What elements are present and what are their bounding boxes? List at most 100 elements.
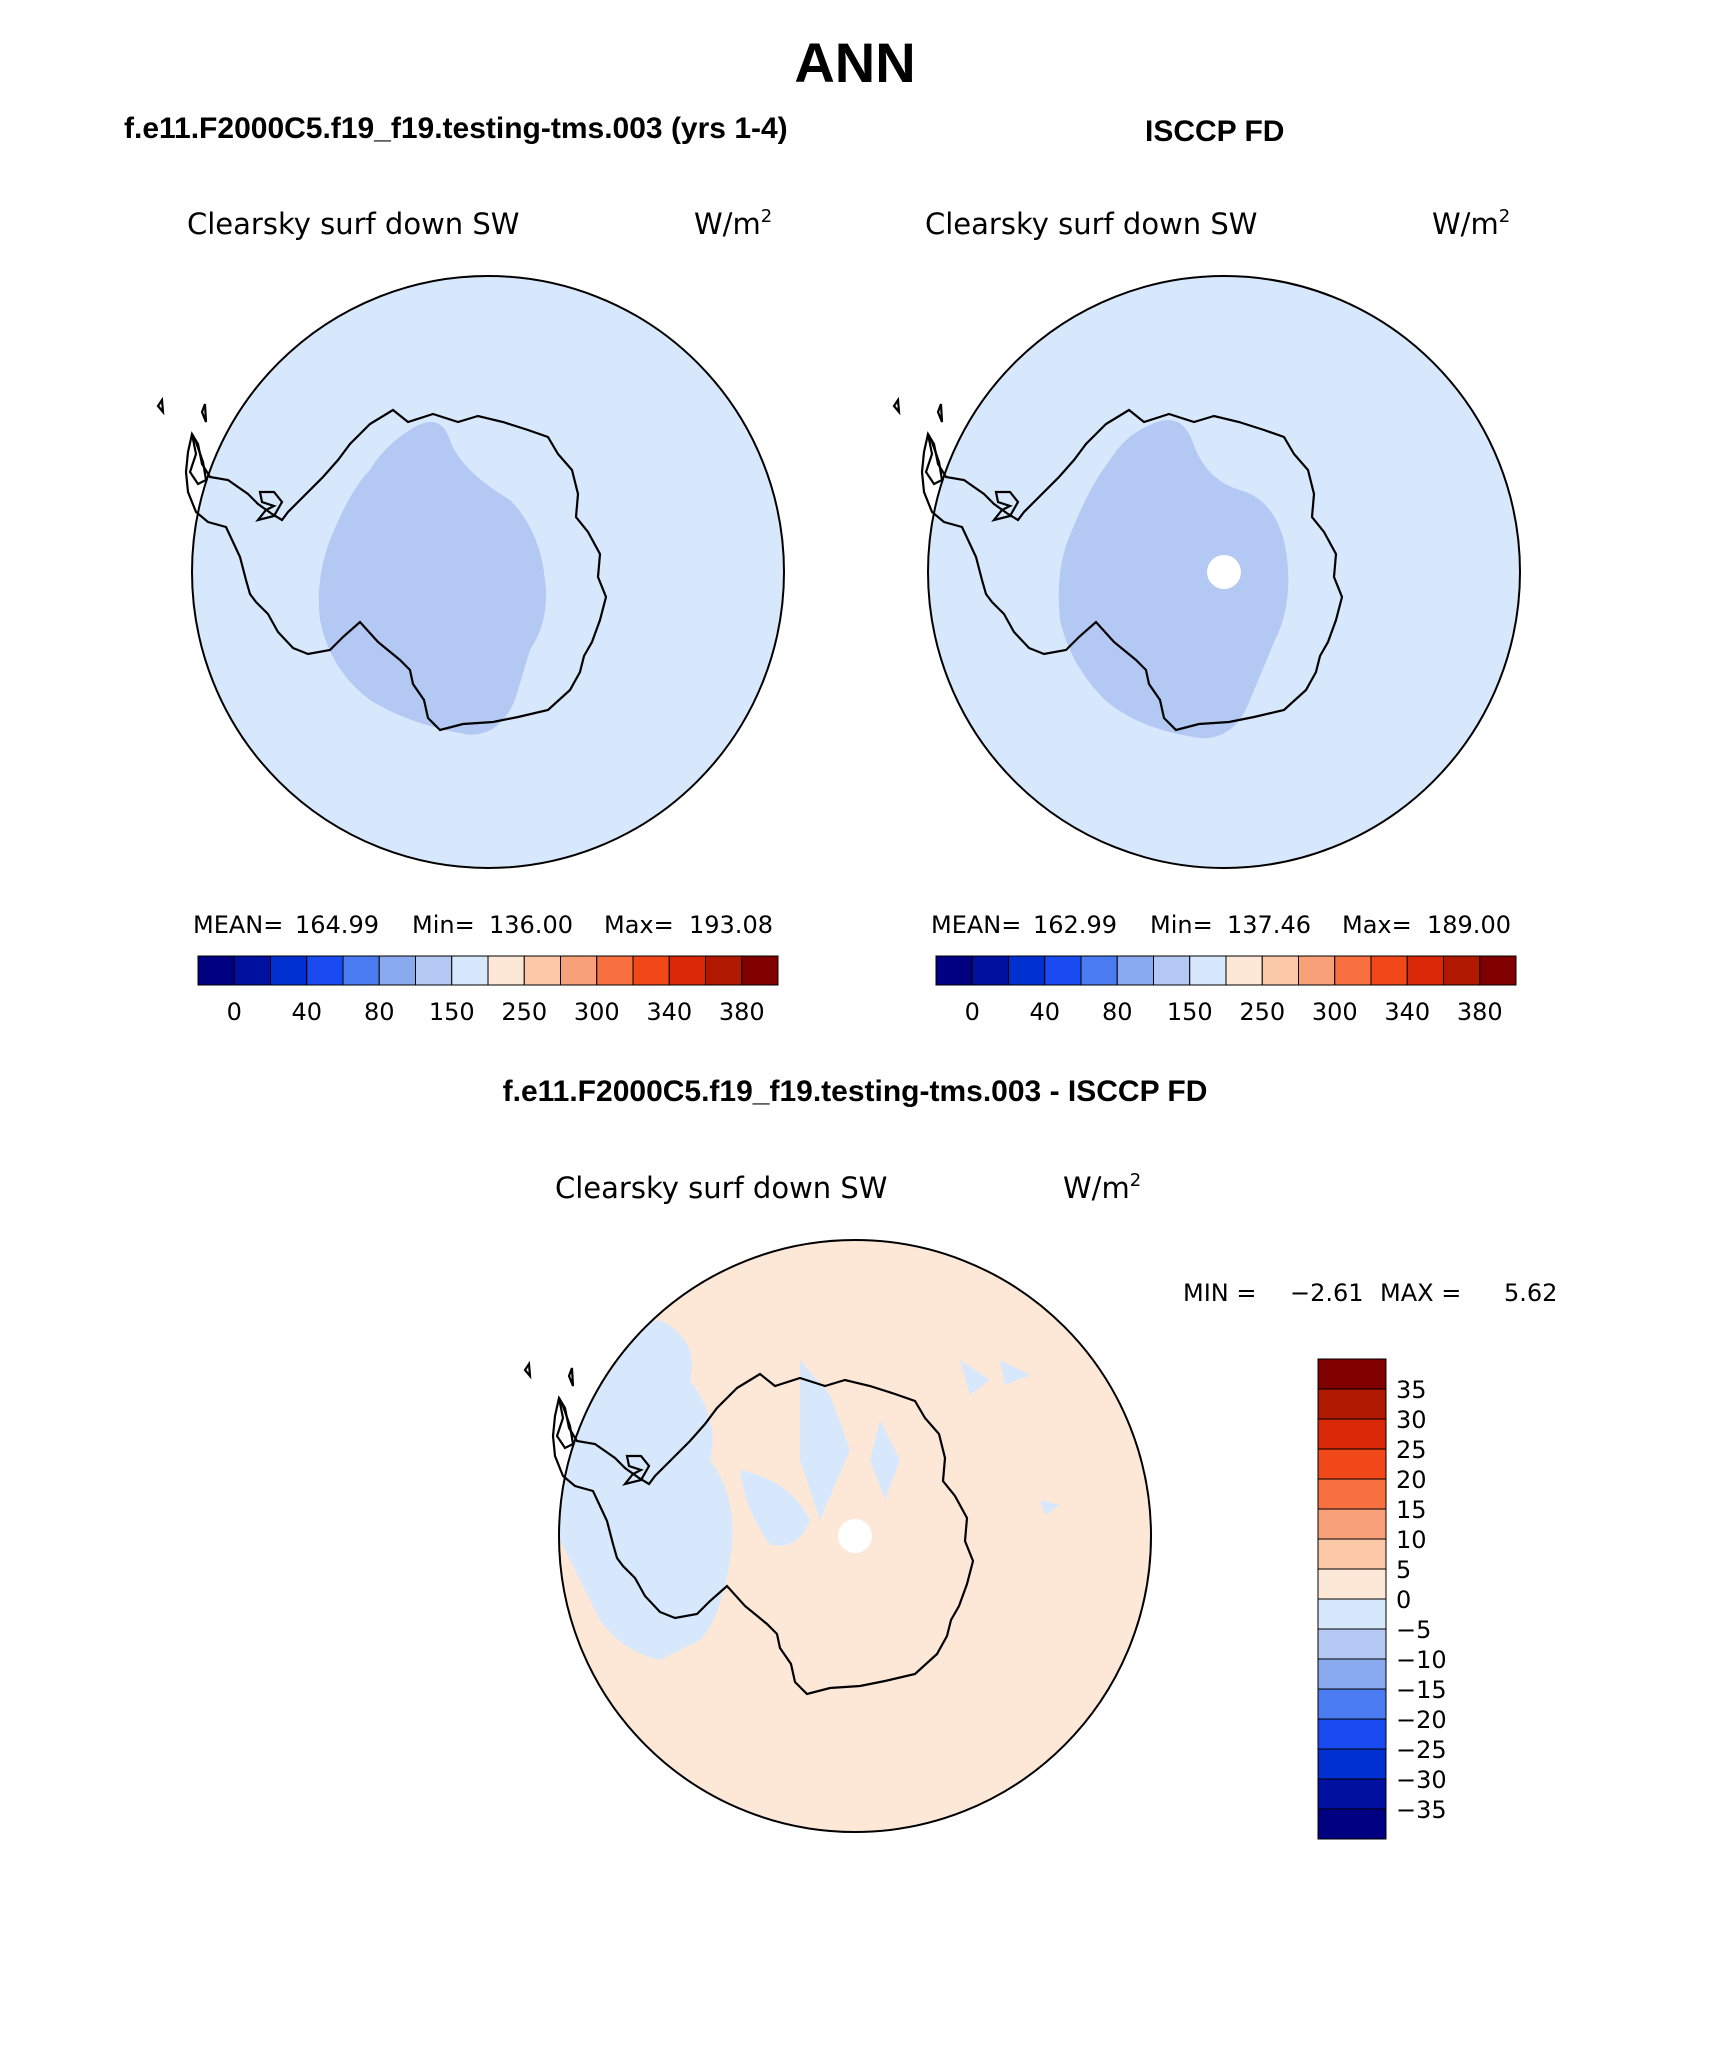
diff-colorbar-label: 30 xyxy=(1396,1406,1427,1434)
model-colorbar-swatch xyxy=(233,955,271,986)
obs-map xyxy=(892,275,1521,869)
obs-colorbar-label: 380 xyxy=(1457,998,1503,1026)
model-colorbar-swatch xyxy=(306,955,344,986)
model-units-label: W/m2 xyxy=(694,206,772,241)
model-colorbar-swatch xyxy=(197,955,235,986)
diff-colorbar-swatch xyxy=(1317,1388,1387,1420)
diff-colorbar-label: −5 xyxy=(1396,1616,1431,1644)
diff-colorbar-label: 20 xyxy=(1396,1466,1427,1494)
obs-mean-label: MEAN= xyxy=(931,911,1021,939)
model-colorbar-label: 40 xyxy=(291,998,322,1026)
model-colorbar-swatch xyxy=(523,955,561,986)
obs-pole-hole xyxy=(1207,555,1241,589)
model-colorbar-label: 250 xyxy=(501,998,547,1026)
model-colorbar-swatch xyxy=(741,955,779,986)
model-min-value: 136.00 xyxy=(489,911,573,939)
diff-colorbar-swatch xyxy=(1317,1538,1387,1570)
obs-colorbar-swatch xyxy=(1225,955,1263,986)
diff-colorbar-label: −10 xyxy=(1396,1646,1447,1674)
diff-colorbar-label: 15 xyxy=(1396,1496,1427,1524)
obs-colorbar-label: 80 xyxy=(1102,998,1133,1026)
model-case-title: f.e11.F2000C5.f19_f19.testing-tms.003 (y… xyxy=(124,112,788,145)
model-colorbar-swatch xyxy=(415,955,453,986)
model-colorbar-label: 380 xyxy=(719,998,765,1026)
model-colorbar-swatch xyxy=(560,955,598,986)
obs-colorbar-swatch xyxy=(1153,955,1191,986)
obs-colorbar-label: 40 xyxy=(1029,998,1060,1026)
model-colorbar-swatch xyxy=(668,955,706,986)
obs-colorbar-swatch xyxy=(1334,955,1372,986)
diff-colorbar-label: 35 xyxy=(1396,1376,1427,1404)
diff-colorbar-swatch xyxy=(1317,1568,1387,1600)
model-mean-value: 164.99 xyxy=(295,911,379,939)
model-colorbar-swatch xyxy=(378,955,416,986)
model-colorbar-label: 340 xyxy=(646,998,692,1026)
model-min-label: Min= xyxy=(412,911,475,939)
diff-min-label: MIN = xyxy=(1183,1279,1256,1307)
diff-colorbar-swatch xyxy=(1317,1808,1387,1840)
diff-max-label: MAX = xyxy=(1380,1279,1461,1307)
diff-pole-hole xyxy=(838,1519,872,1553)
diff-colorbar-swatch xyxy=(1317,1478,1387,1510)
model-max-label: Max= xyxy=(604,911,674,939)
diff-colorbar-label: 0 xyxy=(1396,1586,1411,1614)
obs-min-value: 137.46 xyxy=(1227,911,1311,939)
obs-mean-value: 162.99 xyxy=(1033,911,1117,939)
diff-max-value: 5.62 xyxy=(1504,1279,1557,1307)
obs-colorbar-swatch xyxy=(1189,955,1227,986)
diff-colorbar-swatch xyxy=(1317,1748,1387,1780)
obs-units-label: W/m2 xyxy=(1432,206,1510,241)
season-title: ANN xyxy=(794,31,916,94)
model-low-sw-region xyxy=(318,422,546,735)
obs-colorbar: 0 40 80 150 250 300 340 380 xyxy=(935,955,1517,1026)
diff-colorbar-swatch xyxy=(1317,1718,1387,1750)
diff-min-value: −2.61 xyxy=(1290,1279,1364,1307)
diff-variable-label: Clearsky surf down SW xyxy=(555,1171,887,1205)
diff-colorbar-label: −35 xyxy=(1396,1796,1447,1824)
diff-colorbar-label: −30 xyxy=(1396,1766,1447,1794)
obs-max-value: 189.00 xyxy=(1427,911,1511,939)
model-variable-label: Clearsky surf down SW xyxy=(187,207,519,241)
diff-colorbar-label: 10 xyxy=(1396,1526,1427,1554)
obs-variable-label: Clearsky surf down SW xyxy=(925,207,1257,241)
model-colorbar-swatch xyxy=(451,955,489,986)
obs-case-title: ISCCP FD xyxy=(1145,115,1285,148)
diff-colorbar-label: 5 xyxy=(1396,1556,1411,1584)
model-colorbar-label: 150 xyxy=(429,998,475,1026)
diff-units-label: W/m2 xyxy=(1063,1170,1141,1205)
diff-title: f.e11.F2000C5.f19_f19.testing-tms.003 - … xyxy=(502,1075,1208,1108)
diff-colorbar-label: 25 xyxy=(1396,1436,1427,1464)
model-colorbar-label: 0 xyxy=(227,998,242,1026)
obs-colorbar-label: 250 xyxy=(1239,998,1285,1026)
model-colorbar-label: 80 xyxy=(364,998,395,1026)
obs-colorbar-swatch xyxy=(935,955,973,986)
diff-colorbar-swatch xyxy=(1317,1508,1387,1540)
model-stats: MEAN= 164.99 Min= 136.00 Max= 193.08 xyxy=(193,911,773,939)
model-colorbar-label: 300 xyxy=(574,998,620,1026)
model-colorbar-swatch xyxy=(705,955,743,986)
obs-colorbar-label: 0 xyxy=(965,998,980,1026)
obs-low-sw-region xyxy=(1058,420,1289,739)
diff-colorbar-swatch xyxy=(1317,1628,1387,1660)
obs-colorbar-swatch xyxy=(1261,955,1299,986)
obs-colorbar-swatch xyxy=(971,955,1009,986)
model-colorbar-swatch xyxy=(342,955,380,986)
diff-colorbar-swatch xyxy=(1317,1658,1387,1690)
diff-colorbar-swatch xyxy=(1317,1598,1387,1630)
model-colorbar-swatch xyxy=(596,955,634,986)
model-colorbar-swatch xyxy=(270,955,308,986)
obs-stats: MEAN= 162.99 Min= 137.46 Max= 189.00 xyxy=(931,911,1511,939)
model-colorbar: 0 40 80 150 250 300 340 380 xyxy=(197,955,779,1026)
diff-colorbar-swatch xyxy=(1317,1778,1387,1810)
obs-colorbar-swatch xyxy=(1406,955,1444,986)
diff-colorbar-swatch xyxy=(1317,1448,1387,1480)
obs-colorbar-label: 150 xyxy=(1167,998,1213,1026)
obs-colorbar-swatch xyxy=(1044,955,1082,986)
obs-colorbar-swatch xyxy=(1298,955,1336,986)
obs-colorbar-label: 340 xyxy=(1384,998,1430,1026)
model-map xyxy=(156,275,785,869)
model-mean-label: MEAN= xyxy=(193,911,283,939)
obs-colorbar-swatch xyxy=(1443,955,1481,986)
